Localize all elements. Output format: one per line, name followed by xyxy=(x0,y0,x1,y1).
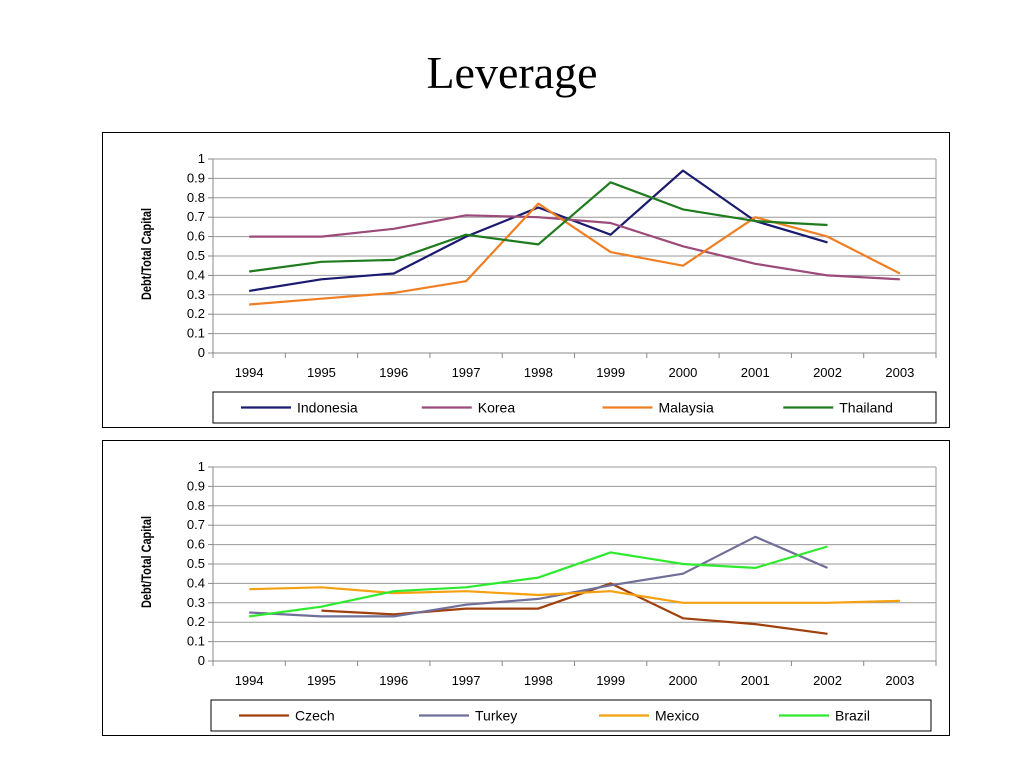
x-tick-label: 2003 xyxy=(885,673,914,688)
series-line-indonesia xyxy=(249,169,828,292)
y-tick-label: 0.3 xyxy=(187,595,205,610)
x-tick-label: 2003 xyxy=(885,365,914,380)
x-tick-label: 1995 xyxy=(307,673,336,688)
legend-label: Korea xyxy=(478,400,516,416)
y-tick-label: 0.5 xyxy=(187,248,205,263)
y-tick-label: 0.7 xyxy=(187,209,205,224)
y-tick-label: 0 xyxy=(198,345,205,360)
y-axis-label: Debt/Total Capital xyxy=(139,208,155,300)
series-line-korea xyxy=(249,214,900,281)
x-tick-label: 2001 xyxy=(741,673,770,688)
y-tick-label: 0.9 xyxy=(187,478,205,493)
y-tick-label: 0.2 xyxy=(187,306,205,321)
legend-label: Mexico xyxy=(655,708,700,724)
series-line-brazil xyxy=(249,545,828,618)
x-tick-label: 1994 xyxy=(235,365,264,380)
x-tick-label: 1998 xyxy=(524,365,553,380)
line-chart-asia: 0 0.1 0.2 0.3 0.4 0.5 0.6 0.7 0.8 0.9 1 1994 1995 199… xyxy=(139,151,937,424)
y-tick-label: 0.4 xyxy=(187,267,205,282)
y-tick-label: 0.8 xyxy=(187,498,205,513)
y-tick-label: 0.7 xyxy=(187,517,205,532)
x-tick-label: 1999 xyxy=(596,673,625,688)
x-tick-label: 2000 xyxy=(668,673,697,688)
y-tick-label: 0 xyxy=(198,653,205,668)
y-tick-label: 0.6 xyxy=(187,537,205,552)
x-tick-label: 1994 xyxy=(235,673,264,688)
y-tick-label: 0.9 xyxy=(187,170,205,185)
x-tick-label: 2002 xyxy=(813,673,842,688)
legend-label: Thailand xyxy=(839,400,893,416)
chart-frame-emerging: 0 0.1 0.2 0.3 0.4 0.5 0.6 0.7 0.8 0.9 1 1994 1995 199… xyxy=(102,440,950,736)
y-tick-label: 0.5 xyxy=(187,556,205,571)
x-tick-label: 1997 xyxy=(452,365,481,380)
legend-label: Czech xyxy=(295,708,335,724)
y-tick-label: 0.1 xyxy=(187,326,205,341)
series-line-malaysia xyxy=(249,202,901,306)
line-chart-emerging: 0 0.1 0.2 0.3 0.4 0.5 0.6 0.7 0.8 0.9 1 1994 1995 199… xyxy=(139,459,937,732)
legend-label: Turkey xyxy=(475,708,517,724)
y-tick-label: 1 xyxy=(198,459,205,474)
series-line-mexico xyxy=(249,586,900,604)
y-tick-label: 0.1 xyxy=(187,634,205,649)
x-tick-label: 1999 xyxy=(596,365,625,380)
x-tick-label: 2000 xyxy=(668,365,697,380)
page-title: Leverage xyxy=(426,47,598,98)
x-tick-label: 2002 xyxy=(813,365,842,380)
x-tick-label: 1997 xyxy=(452,673,481,688)
y-tick-label: 0.8 xyxy=(187,190,205,205)
y-axis-label: Debt/Total Capital xyxy=(139,516,155,608)
x-tick-label: 1996 xyxy=(379,673,408,688)
legend-label: Brazil xyxy=(835,708,870,724)
x-tick-label: 1996 xyxy=(379,365,408,380)
x-tick-label: 1998 xyxy=(524,673,553,688)
x-tick-label: 2001 xyxy=(741,365,770,380)
series-line-thailand xyxy=(249,181,828,273)
series-line-turkey xyxy=(249,535,828,618)
y-tick-label: 0.3 xyxy=(187,287,205,302)
y-tick-label: 0.2 xyxy=(187,614,205,629)
x-tick-label: 1995 xyxy=(307,365,336,380)
y-tick-label: 0.6 xyxy=(187,229,205,244)
chart-frame-asia: 0 0.1 0.2 0.3 0.4 0.5 0.6 0.7 0.8 0.9 1 1994 1995 199… xyxy=(102,132,950,428)
y-tick-label: 0.4 xyxy=(187,575,205,590)
legend-label: Indonesia xyxy=(297,400,358,416)
y-tick-label: 1 xyxy=(198,151,205,166)
legend-label: Malaysia xyxy=(659,400,714,416)
